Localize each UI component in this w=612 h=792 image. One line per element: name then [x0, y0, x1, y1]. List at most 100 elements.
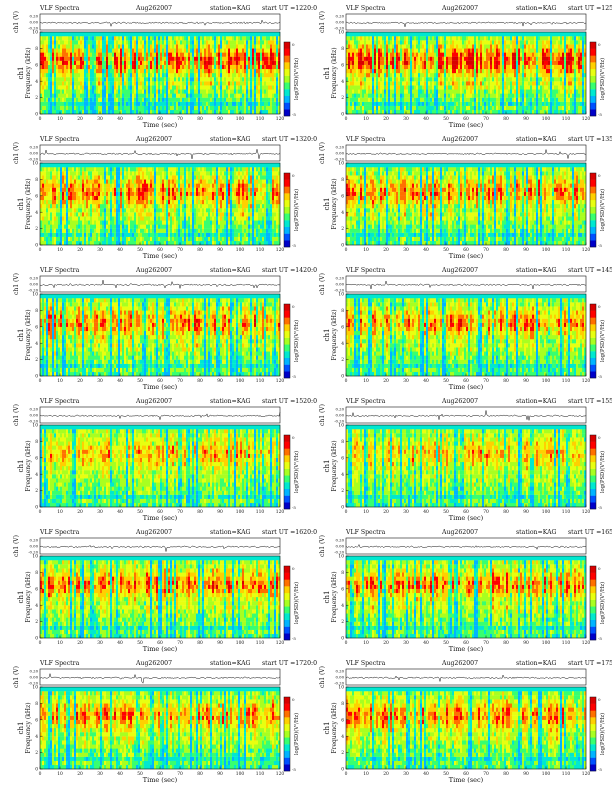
heatmap-cell	[156, 56, 159, 61]
heatmap-cell	[362, 32, 365, 37]
heatmap-cell	[210, 56, 213, 61]
heatmap-cell	[148, 93, 151, 98]
heatmap-cell	[262, 81, 265, 86]
heatmap-cell	[136, 64, 139, 70]
heatmap-cell	[98, 77, 101, 82]
heatmap-cell	[44, 44, 47, 49]
heatmap-cell	[528, 77, 531, 82]
heatmap-cell	[400, 52, 403, 57]
heatmap-cell	[56, 81, 59, 86]
heatmap-cell	[576, 68, 579, 74]
heatmap-cell	[140, 109, 143, 115]
heatmap-cell	[540, 48, 543, 53]
heatmap-cell	[166, 89, 169, 94]
heatmap-cell	[420, 77, 423, 82]
heatmap-cell	[86, 44, 89, 49]
heatmap-cell	[260, 40, 263, 45]
heatmap-cell	[568, 36, 571, 41]
heatmap-cell	[258, 85, 261, 90]
heatmap-cell	[346, 64, 349, 70]
heatmap-cell	[42, 73, 45, 78]
heatmap-cell	[430, 68, 433, 74]
heatmap-cell	[486, 32, 489, 37]
heatmap-cell	[40, 240, 43, 246]
heatmap-cell	[388, 109, 391, 115]
heatmap-cell	[118, 105, 121, 111]
heatmap-cell	[80, 97, 83, 102]
heatmap-cell	[398, 81, 401, 86]
heatmap-cell	[480, 73, 483, 78]
heatmap-cell	[112, 77, 115, 82]
heatmap-cell	[172, 64, 175, 70]
heatmap-cell	[260, 85, 263, 90]
heatmap-cell	[428, 77, 431, 82]
heatmap-cell	[236, 48, 239, 53]
heatmap-cell	[122, 52, 125, 57]
heatmap-cell	[232, 73, 235, 78]
heatmap-cell	[434, 77, 437, 82]
heatmap-cell	[376, 93, 379, 98]
heatmap-cell	[570, 60, 573, 65]
heatmap-cell	[88, 109, 91, 115]
heatmap-cell	[526, 44, 529, 49]
heatmap-cell	[40, 93, 43, 98]
heatmap-cell	[92, 77, 95, 82]
heatmap-cell	[450, 40, 453, 45]
heatmap-cell	[238, 85, 241, 90]
heatmap-cell	[106, 109, 109, 115]
heatmap-cell	[418, 81, 421, 86]
heatmap-cell	[388, 101, 391, 106]
heatmap-cell	[234, 77, 237, 82]
heatmap-cell	[246, 52, 249, 57]
heatmap-cell	[248, 48, 251, 53]
heatmap-cell	[512, 109, 515, 115]
heatmap-cell	[520, 40, 523, 45]
heatmap-cell	[564, 101, 567, 106]
heatmap-cell	[468, 109, 471, 115]
heatmap-cell	[92, 73, 95, 78]
heatmap-cell	[48, 93, 51, 98]
heatmap-cell	[170, 36, 173, 41]
heatmap-cell	[124, 68, 127, 74]
heatmap-cell	[550, 60, 553, 65]
heatmap-cell	[156, 60, 159, 65]
heatmap-cell	[242, 97, 245, 102]
heatmap-cell	[348, 101, 351, 106]
heatmap-cell	[424, 93, 427, 98]
heatmap-cell	[60, 97, 63, 102]
heatmap-cell	[84, 101, 87, 106]
heatmap-cell	[160, 89, 163, 94]
heatmap-cell	[112, 60, 115, 65]
heatmap-cell	[84, 36, 87, 41]
heatmap-cell	[574, 60, 577, 65]
heatmap-cell	[50, 44, 53, 49]
heatmap-cell	[474, 64, 477, 70]
heatmap-cell	[454, 77, 457, 82]
heatmap-cell	[486, 89, 489, 94]
heatmap-cell	[100, 48, 103, 53]
heatmap-cell	[444, 32, 447, 37]
heatmap-cell	[372, 109, 375, 115]
heatmap-cell	[542, 85, 545, 90]
heatmap-cell	[278, 36, 281, 41]
heatmap-cell	[106, 81, 109, 86]
heatmap-cell	[440, 36, 443, 41]
heatmap-cell	[168, 64, 171, 70]
heatmap-cell	[574, 36, 577, 41]
heatmap-cell	[382, 56, 385, 61]
heatmap-cell	[182, 105, 185, 111]
heatmap-cell	[374, 93, 377, 98]
heatmap-cell	[524, 68, 527, 74]
heatmap-cell	[366, 36, 369, 41]
heatmap-cell	[62, 81, 65, 86]
heatmap-cell	[528, 109, 531, 115]
heatmap-cell	[62, 101, 65, 106]
heatmap-cell	[558, 44, 561, 49]
heatmap-cell	[386, 101, 389, 106]
heatmap-cell	[90, 68, 93, 74]
heatmap-cell	[220, 68, 223, 74]
heatmap-cell	[94, 44, 97, 49]
heatmap-cell	[68, 77, 71, 82]
heatmap-cell	[350, 89, 353, 94]
heatmap-cell	[180, 105, 183, 111]
